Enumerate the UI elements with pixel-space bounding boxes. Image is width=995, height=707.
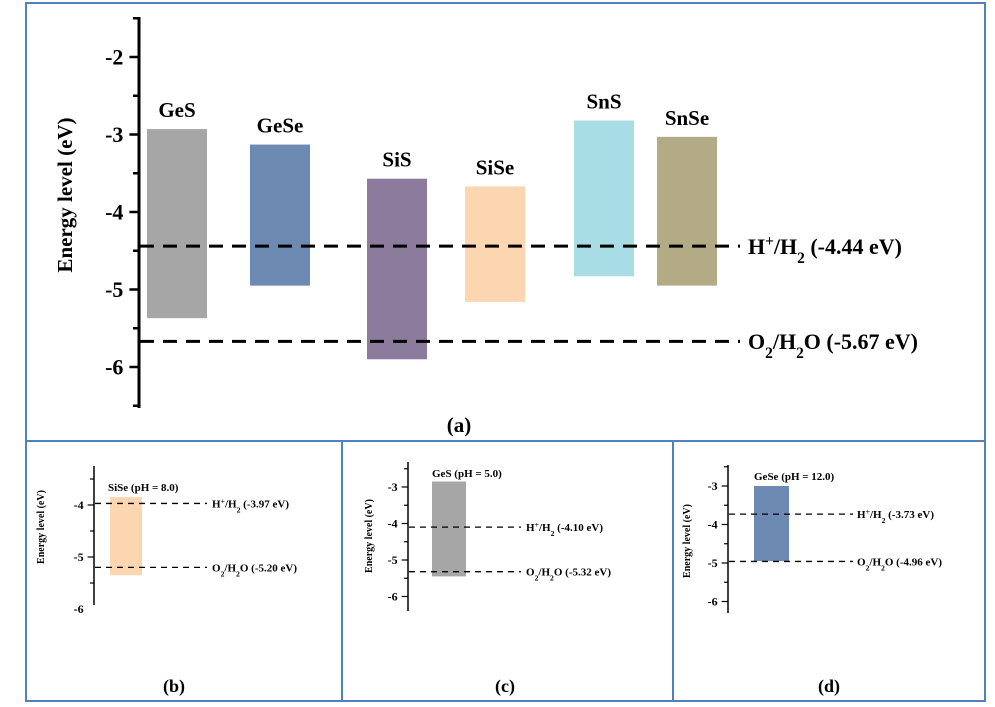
y-tick-label: -4 xyxy=(74,498,84,512)
y-tick-label: -2 xyxy=(105,45,123,70)
y-tick-label: -5 xyxy=(74,550,84,564)
chart-panel-0: GeS GeSe SiS SiSe SnS SnSe H+/H2 (-4.44 eV) O2/… xyxy=(53,17,918,437)
reference-label: O2/H2O (-4.96 eV) xyxy=(857,556,942,572)
chart-panel-1: SiSe (pH = 8.0) H+/H2 (-3.97 eV) O2/H2O (-… xyxy=(36,466,297,697)
reference-label: H+/H2 (-4.10 eV) xyxy=(526,520,603,538)
bar-0-3 xyxy=(465,186,525,302)
y-axis-label: Energy level (eV) xyxy=(36,490,47,564)
y-tick-label: -5 xyxy=(388,553,398,567)
bar-0-4 xyxy=(574,120,634,277)
panel-label: (b) xyxy=(163,676,185,697)
bar-label: GeSe xyxy=(257,114,304,138)
bar-label: SiSe xyxy=(476,155,515,179)
y-tick-label: -6 xyxy=(105,355,123,380)
bar-0-1 xyxy=(250,144,310,286)
y-tick-label: -6 xyxy=(388,590,398,604)
y-tick-label: -4 xyxy=(105,200,123,225)
bar-label: SiS xyxy=(382,148,411,172)
y-tick-label: -6 xyxy=(74,602,84,616)
y-tick-label: -6 xyxy=(708,595,718,609)
reference-label: O2/H2O (-5.32 eV) xyxy=(526,567,611,583)
bar-label: GeS (pH = 5.0) xyxy=(432,468,502,480)
y-tick-label: -3 xyxy=(105,122,123,147)
y-axis-label: Energy level (eV) xyxy=(682,504,693,578)
y-axis-label: Energy level (eV) xyxy=(364,499,375,573)
y-axis-label: Energy level (eV) xyxy=(53,117,77,272)
bar-label: GeSe (pH = 12.0) xyxy=(754,471,835,483)
bar-label: SnSe xyxy=(665,106,709,130)
y-tick-label: -5 xyxy=(708,556,718,570)
chart-panel-2: GeS (pH = 5.0) H+/H2 (-4.10 eV) O2/H2O (-5… xyxy=(364,462,611,697)
y-tick-label: -5 xyxy=(105,277,123,302)
bar-label: SnS xyxy=(586,90,621,114)
bar-label: SiSe (pH = 8.0) xyxy=(108,482,179,494)
bar-1-0 xyxy=(110,497,142,576)
reference-label: H+/H2 (-3.73 eV) xyxy=(857,506,934,524)
panel-label: (c) xyxy=(495,676,515,697)
bar-label: GeS xyxy=(158,98,195,122)
y-tick-label: -4 xyxy=(388,517,398,531)
panel-label: (a) xyxy=(447,413,472,437)
bar-3-0 xyxy=(754,486,789,562)
reference-label: H+/H2 (-3.97 eV) xyxy=(212,496,289,514)
y-tick-label: -3 xyxy=(708,479,718,493)
bar-0-2 xyxy=(367,178,427,360)
reference-label: H+/H2 (-4.44 eV) xyxy=(748,232,902,266)
y-tick-label: -4 xyxy=(708,518,718,532)
y-tick-label: -3 xyxy=(388,480,398,494)
panel-label: (d) xyxy=(818,676,840,697)
chart-panel-3: GeSe (pH = 12.0) H+/H2 (-3.73 eV) O2/H2O (… xyxy=(682,465,942,697)
bar-0-0 xyxy=(147,129,207,319)
reference-label: O2/H2O (-5.67 eV) xyxy=(748,329,918,362)
bar-2-0 xyxy=(432,481,466,577)
bar-0-5 xyxy=(657,136,717,286)
panel-d-frame xyxy=(672,440,986,702)
reference-label: O2/H2O (-5.20 eV) xyxy=(212,562,297,578)
